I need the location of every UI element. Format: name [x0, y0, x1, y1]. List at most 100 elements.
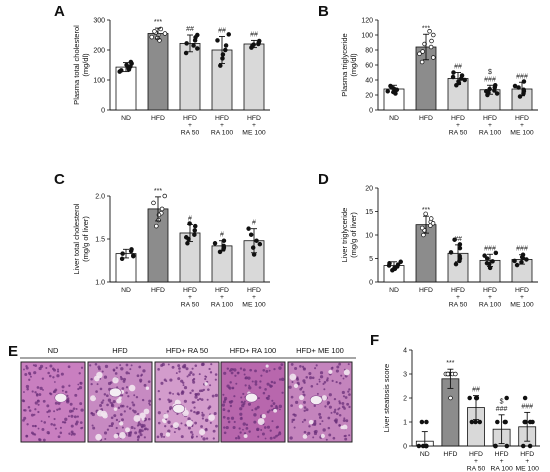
nucleus-dot — [316, 392, 319, 395]
nucleus-dot — [296, 377, 300, 381]
nucleus-dot — [92, 426, 96, 430]
nucleus-dot — [157, 421, 161, 425]
y-axis-label: Plasma triglyceride — [340, 33, 349, 96]
significance-label: ## — [472, 387, 480, 394]
nucleus-dot — [53, 410, 56, 413]
category-label: + — [520, 294, 524, 301]
nucleus-dot — [253, 413, 257, 417]
nucleus-dot — [198, 397, 202, 401]
histology-frame — [154, 361, 220, 443]
nucleus-dot — [259, 380, 262, 383]
nucleus-dot — [239, 417, 243, 421]
nucleus-dot — [190, 430, 193, 434]
nucleus-dot — [178, 370, 181, 373]
data-point — [120, 251, 125, 256]
nucleus-dot — [53, 417, 56, 421]
nucleus-dot — [38, 393, 42, 396]
data-point — [492, 82, 498, 88]
nucleus-dot — [30, 375, 32, 378]
nucleus-dot — [142, 369, 146, 373]
nucleus-dot — [36, 386, 40, 389]
data-point — [124, 62, 129, 68]
significance-label: ## — [186, 26, 194, 33]
nucleus-dot — [302, 379, 306, 383]
nucleus-dot — [333, 397, 337, 401]
nucleus-dot — [103, 375, 108, 379]
data-point — [467, 395, 472, 401]
nucleus-dot — [313, 419, 317, 423]
category-label: RA 50 — [449, 129, 468, 136]
nucleus-dot — [167, 363, 170, 366]
nucleus-dot — [130, 426, 134, 430]
category-label: HFD — [469, 451, 483, 458]
nucleus-dot — [228, 400, 231, 403]
nucleus-dot — [94, 363, 98, 366]
nucleus-dot — [308, 371, 312, 376]
nucleus-dot — [257, 397, 260, 400]
lipid-vacuole — [145, 386, 150, 390]
category-label: ME 100 — [515, 465, 539, 472]
nucleus-dot — [121, 426, 124, 429]
y-axis-label: Liver steatosis score — [382, 364, 391, 432]
y-tick-label: 1 — [403, 419, 407, 426]
data-point — [482, 253, 487, 258]
nucleus-dot — [102, 399, 105, 402]
nucleus-dot — [61, 389, 64, 392]
nucleus-dot — [269, 385, 273, 388]
nucleus-dot — [90, 411, 94, 415]
data-point — [473, 419, 478, 425]
data-point — [519, 260, 524, 265]
nucleus-dot — [106, 403, 109, 407]
data-point — [223, 43, 229, 48]
nucleus-dot — [245, 427, 249, 430]
nucleus-dot — [266, 382, 270, 386]
y-tick-label: 100 — [93, 77, 105, 84]
nucleus-dot — [222, 393, 225, 396]
category-label: + — [488, 294, 492, 301]
nucleus-dot — [271, 399, 274, 402]
nucleus-dot — [25, 365, 28, 368]
nucleus-dot — [214, 378, 217, 381]
nucleus-dot — [335, 421, 338, 424]
nucleus-dot — [178, 367, 181, 370]
nucleus-dot — [200, 398, 204, 401]
nucleus-dot — [160, 381, 164, 385]
significance-label: *** — [422, 25, 430, 32]
nucleus-dot — [242, 428, 244, 431]
nucleus-dot — [136, 374, 140, 378]
data-point — [502, 419, 508, 425]
data-point — [422, 41, 427, 47]
significance-label: *** — [446, 360, 454, 367]
lipid-vacuole — [161, 418, 166, 422]
lipid-vacuole — [243, 434, 248, 438]
nucleus-dot — [95, 390, 98, 393]
category-label: HFD — [451, 287, 465, 294]
nucleus-dot — [42, 399, 46, 403]
data-point — [250, 245, 256, 250]
category-label: RA 100 — [211, 129, 234, 136]
nucleus-dot — [327, 416, 331, 420]
data-point — [469, 419, 475, 425]
nucleus-dot — [39, 386, 43, 391]
nucleus-dot — [158, 397, 162, 401]
nucleus-dot — [35, 393, 39, 396]
nucleus-dot — [273, 367, 276, 371]
nucleus-dot — [103, 431, 108, 435]
nucleus-dot — [133, 394, 136, 397]
lipid-vacuole — [199, 428, 206, 436]
nucleus-dot — [254, 382, 258, 386]
nucleus-dot — [108, 424, 111, 428]
nucleus-dot — [266, 410, 270, 414]
nucleus-dot — [143, 383, 147, 387]
nucleus-dot — [167, 429, 171, 433]
y-axis-label: (mg/dl) — [349, 53, 358, 77]
y-tick-label: 0 — [101, 107, 105, 114]
category-label: RA 100 — [490, 465, 513, 472]
histology-image — [154, 361, 220, 443]
nucleus-dot — [56, 374, 60, 378]
nucleus-dot — [212, 437, 215, 440]
nucleus-dot — [100, 401, 104, 404]
y-axis-label: (mg/g of liver) — [349, 212, 358, 258]
nucleus-dot — [105, 394, 109, 398]
